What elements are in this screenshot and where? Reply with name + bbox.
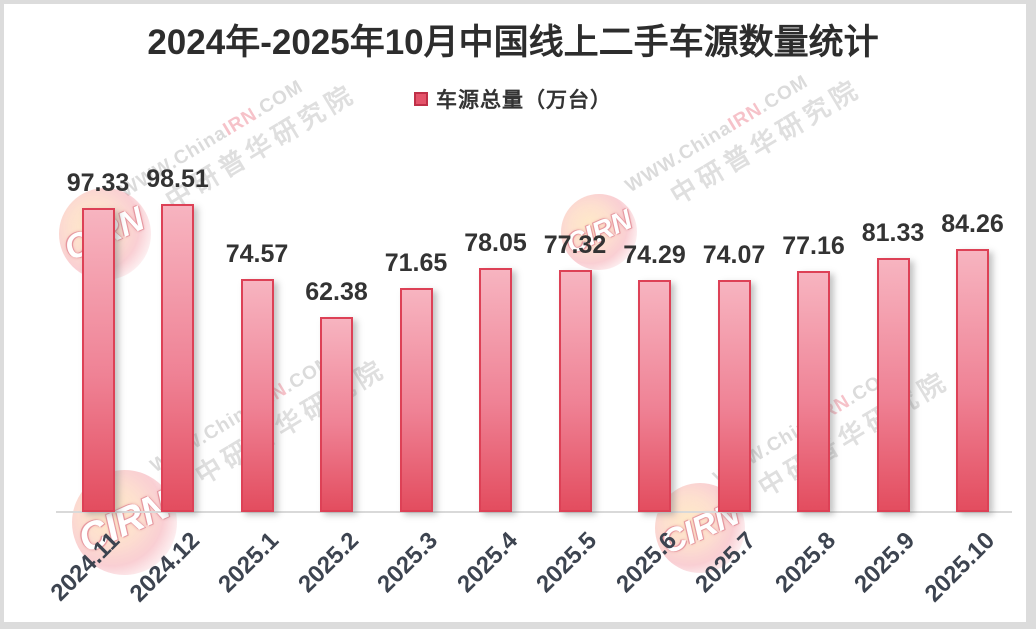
bar-value-label: 74.07 xyxy=(702,241,766,270)
bar xyxy=(479,267,512,512)
x-axis-label: 2025.4 xyxy=(451,527,523,598)
x-axis-label: 2024.12 xyxy=(124,527,205,608)
legend: 车源总量（万台） xyxy=(0,84,1026,114)
frame-border-bottom xyxy=(0,622,1036,629)
x-axis-label: 2025.10 xyxy=(919,527,1000,608)
chart-title: 2024年-2025年10月中国线上二手车源数量统计 xyxy=(147,23,879,62)
bar-value-label: 71.65 xyxy=(384,248,448,277)
bar xyxy=(320,316,353,512)
bar-value-label: 98.51 xyxy=(146,165,209,193)
frame-border-top xyxy=(0,0,1036,4)
bar-value-label: 77.32 xyxy=(543,231,607,260)
legend-marker-icon xyxy=(414,92,428,106)
x-axis-label: 2025.1 xyxy=(213,527,285,598)
frame-border-left xyxy=(0,0,4,629)
x-axis-label: 2025.6 xyxy=(610,527,682,598)
frame-border-right xyxy=(1026,0,1036,629)
x-axis-label: 2025.5 xyxy=(531,527,603,598)
bar-value-label: 78.05 xyxy=(464,228,527,257)
legend-label: 车源总量（万台） xyxy=(436,89,612,112)
x-axis-label: 2025.8 xyxy=(769,527,841,598)
bar xyxy=(161,204,194,512)
bar xyxy=(956,248,989,512)
bar xyxy=(558,270,592,512)
bar-value-label: 77.16 xyxy=(782,231,845,260)
bar-value-label: 62.38 xyxy=(305,277,368,306)
bar-value-label: 74.57 xyxy=(225,239,289,268)
bar xyxy=(240,278,274,512)
bar-value-label: 81.33 xyxy=(861,218,925,247)
bar-value-label: 84.26 xyxy=(941,209,1004,238)
x-axis-label: 2025.7 xyxy=(690,527,762,598)
x-axis-line xyxy=(56,511,1012,513)
bar xyxy=(399,287,433,512)
bar xyxy=(797,270,830,512)
bar xyxy=(876,257,910,512)
bar xyxy=(717,280,751,512)
x-axis-label: 2025.3 xyxy=(372,527,444,598)
bar-value-label: 97.33 xyxy=(66,168,130,197)
bar xyxy=(81,207,115,512)
bar-value-label: 74.29 xyxy=(623,240,686,269)
bar xyxy=(638,279,671,512)
x-axis-label: 2024.11 xyxy=(45,527,126,607)
x-axis-label: 2025.2 xyxy=(292,527,364,598)
x-axis-label: 2025.9 xyxy=(849,527,921,598)
